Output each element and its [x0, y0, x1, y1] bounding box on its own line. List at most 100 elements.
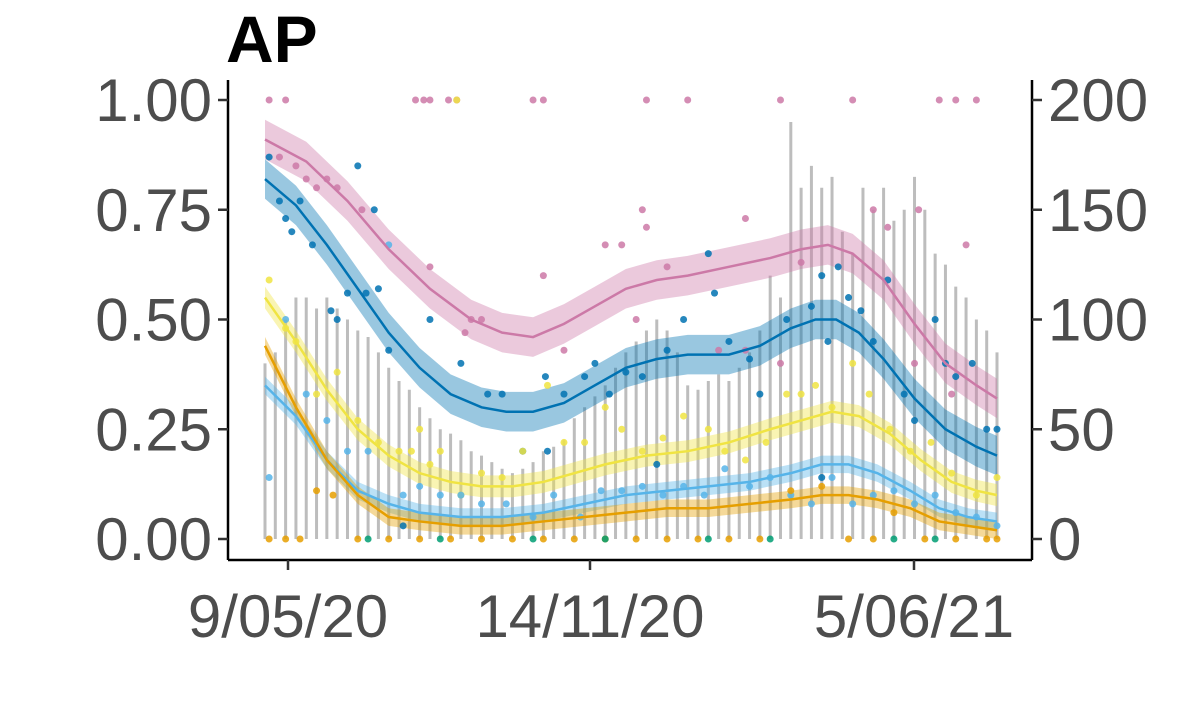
point-0-4 [426, 96, 434, 104]
point-1-14 [457, 359, 465, 367]
point-1-53 [399, 522, 407, 530]
point-2-17 [581, 438, 589, 446]
point-2-18 [601, 403, 609, 411]
point-1-8 [343, 289, 351, 297]
point-2-16 [560, 438, 568, 446]
point-0-8 [539, 96, 547, 104]
point-1-18 [541, 373, 549, 381]
point-1-10 [362, 289, 370, 297]
point-0-7 [529, 96, 537, 104]
point-1-36 [845, 294, 853, 302]
point-1-40 [900, 390, 908, 398]
point-1-32 [807, 302, 815, 310]
point-1-23 [622, 368, 630, 376]
point-0-11 [776, 96, 784, 104]
point-0-0 [265, 96, 273, 104]
point-2-20 [638, 447, 646, 455]
point-2-5 [354, 416, 362, 424]
point-3-35 [993, 522, 1001, 530]
point-3-32 [931, 491, 939, 499]
point-2-15 [543, 381, 551, 389]
point-3-22 [721, 465, 729, 473]
point-0-42 [776, 359, 784, 367]
point-4-19 [787, 487, 795, 495]
point-2-35 [927, 438, 935, 446]
point-3-27 [828, 474, 836, 482]
point-2-31 [849, 359, 857, 367]
point-1-0 [265, 153, 273, 161]
point-0-26 [539, 272, 547, 280]
band-2 [265, 286, 997, 507]
point-0-14 [952, 96, 960, 104]
y-right-tick-label-4: 200 [1048, 67, 1148, 134]
point-2-0 [265, 276, 273, 284]
point-0-36 [915, 206, 923, 214]
point-1-49 [543, 447, 551, 455]
point-2-32 [865, 390, 873, 398]
point-0-32 [741, 215, 749, 223]
point-4-8 [447, 535, 455, 543]
point-1-22 [605, 390, 613, 398]
point-1-19 [560, 390, 568, 398]
point-1-2 [282, 215, 290, 223]
point-3-13 [529, 513, 537, 521]
point-3-16 [597, 487, 605, 495]
y-right-tick-label-3: 150 [1048, 177, 1148, 244]
point-3-21 [700, 491, 708, 499]
point-1-44 [952, 373, 960, 381]
point-2-38 [993, 474, 1001, 482]
point-1-34 [824, 337, 832, 345]
point-0-22 [358, 206, 366, 214]
point-1-11 [370, 206, 378, 214]
point-0-5 [445, 96, 453, 104]
point-2-24 [721, 447, 729, 455]
point-5-1 [601, 535, 609, 543]
point-1-4 [296, 197, 304, 205]
line-4 [263, 345, 998, 532]
point-0-17 [292, 162, 300, 170]
point-3-7 [399, 491, 407, 499]
point-0-16 [275, 153, 283, 161]
point-5-3 [931, 535, 939, 543]
point-1-24 [638, 373, 646, 381]
point-0-19 [313, 184, 321, 192]
point-0-29 [638, 206, 646, 214]
point-0-45 [461, 329, 469, 337]
point-0-28 [618, 241, 626, 249]
point-4-17 [725, 535, 733, 543]
point-0-44 [948, 390, 956, 398]
point-0-30 [642, 223, 650, 231]
point-5-2 [766, 535, 774, 543]
band-0 [265, 119, 997, 419]
point-3-18 [638, 482, 646, 490]
point-2-26 [762, 438, 770, 446]
point-1-9 [354, 162, 362, 170]
point-5-0 [436, 535, 444, 543]
x-tick-label-2: 5/06/21 [814, 583, 1014, 650]
point-4-25 [952, 535, 960, 543]
point-1-7 [333, 316, 341, 323]
point-4-21 [845, 535, 853, 543]
band-4 [265, 337, 997, 539]
point-1-38 [869, 337, 877, 345]
point-1-30 [746, 355, 754, 363]
y-left-tick-label-3: 0.75 [95, 177, 212, 244]
point-1-3 [288, 228, 296, 236]
point-0-38 [560, 346, 568, 354]
point-1-29 [725, 337, 733, 345]
point-2-13 [498, 474, 506, 482]
line-3 [264, 384, 998, 523]
x-tick-label-1: 14/11/20 [475, 583, 704, 650]
point-1-31 [783, 316, 791, 323]
point-1-33 [818, 272, 826, 280]
point-2-9 [436, 447, 444, 455]
axes: 0.00 0.25 0.50 0.75 1.00 0 50 100 150 200 9/05/20 1… [95, 67, 1148, 650]
point-3-19 [659, 491, 667, 499]
point-4-22 [869, 535, 877, 543]
point-3-2 [302, 390, 310, 398]
point-0-18 [302, 175, 310, 183]
point-0-35 [884, 223, 892, 231]
point-1-28 [711, 289, 719, 297]
point-1-37 [857, 307, 865, 315]
